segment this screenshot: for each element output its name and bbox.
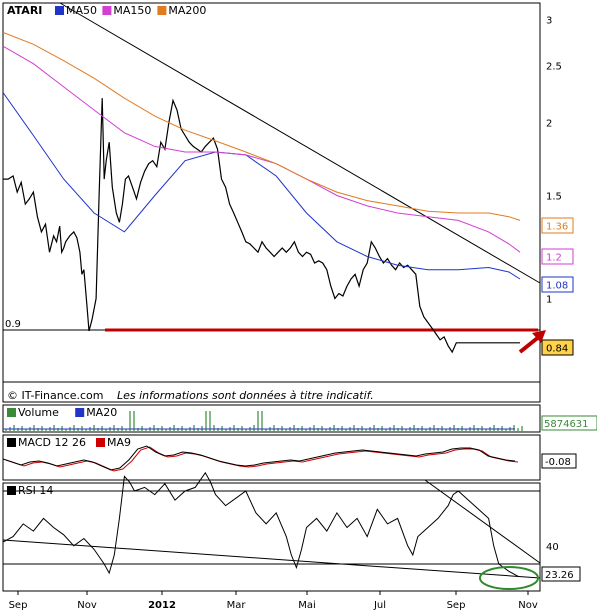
- macd-panel-frame: [2, 434, 541, 481]
- rsi-y-ticks: 40: [546, 542, 559, 553]
- legend-label-macd-12-26: MACD 12 26: [18, 436, 86, 449]
- price-y-tick: 3: [546, 15, 552, 26]
- resistance-trendline: [59, 2, 541, 284]
- macd-lines: [2, 445, 519, 472]
- volume-panel: Volume MA20 5874631: [2, 404, 597, 433]
- macd-last-value-label: -0.08: [545, 457, 571, 468]
- legend-swatch-ma150: [102, 6, 112, 15]
- legend-swatch-volume: [7, 408, 16, 417]
- footer-copyright: © IT-Finance.com: [7, 389, 104, 402]
- rsi-series-group: [2, 471, 520, 578]
- footer-disclaimer: Les informations sont données à titre in…: [117, 389, 374, 402]
- volume-last-value-box: [541, 415, 597, 431]
- last-value-box: [541, 217, 574, 234]
- legend-swatch-ma200: [157, 6, 167, 15]
- last-value-label: 1.36: [546, 222, 568, 233]
- x-tick-label: Jul: [373, 600, 386, 611]
- rsi-y-tick: 40: [546, 542, 559, 553]
- rsi-line: [2, 471, 520, 578]
- x-tick-label: Nov: [518, 600, 538, 611]
- rsi-panel: RSI 14 40 23.26: [2, 471, 581, 592]
- legend-swatch-ma20: [75, 408, 85, 417]
- x-tick-label: Mai: [298, 600, 316, 611]
- rsi-highlight-ellipse: [479, 566, 539, 590]
- price-y-tick: 1.5: [546, 192, 562, 203]
- x-tick-label: Nov: [77, 600, 97, 611]
- rsi-last-value-box: [541, 566, 581, 582]
- legend-swatch-macd-12-26: [7, 438, 16, 447]
- rsi-trendline-top: [424, 479, 541, 564]
- price-legend-title: ATARI: [7, 4, 42, 17]
- x-axis: Sep Nov 2012 Mar Mai Jul Sep Nov: [9, 591, 538, 611]
- rsi-last-value-label: 23.26: [545, 570, 574, 581]
- series-line-ma200: [2, 31, 521, 221]
- legend-label-ma200: MA200: [168, 4, 206, 17]
- legend-label-ma150: MA150: [113, 4, 151, 17]
- last-value-label: 0.84: [546, 344, 568, 355]
- price-panel: 3 2.5 2 1.5 1 1.36 1.2 1.08 0.84 ATARI MA50 MA150…: [2, 2, 574, 403]
- last-value-label: 1.08: [546, 281, 568, 292]
- series-line-price: [3, 98, 520, 354]
- last-value-box: [541, 276, 574, 293]
- volume-last-value: 5874631: [541, 415, 597, 431]
- macd-panel: MACD 12 26 MA9 -0.08: [2, 434, 577, 481]
- price-legend: ATARI MA50 MA150 MA200: [7, 4, 206, 17]
- rsi-trendline-bottom: [2, 539, 541, 579]
- trendline-group: [59, 2, 541, 284]
- legend-label-volume: Volume: [18, 406, 59, 419]
- legend-label-rsi: RSI 14: [18, 484, 53, 497]
- legend-swatch-rsi: [7, 486, 16, 495]
- macd-last-value-box: [541, 453, 577, 469]
- last-value-label: 1.2: [546, 253, 562, 264]
- legend-label-ma50: MA50: [66, 4, 97, 17]
- legend-label-ma20: MA20: [86, 406, 117, 419]
- macd-last-value: -0.08: [541, 453, 577, 469]
- legend-swatch-ma9: [96, 438, 105, 447]
- x-tick-label: Mar: [227, 600, 247, 611]
- volume-panel-frame: [2, 404, 541, 433]
- price-y-tick: 2.5: [546, 62, 562, 73]
- volume-legend: Volume MA20: [7, 406, 117, 419]
- red-arrow-icon: [518, 330, 546, 354]
- x-tick-label: 2012: [148, 600, 176, 611]
- series-line-ma50: [2, 92, 521, 280]
- price-panel-frame: [2, 2, 541, 403]
- legend-label-ma9: MA9: [107, 436, 131, 449]
- legend-swatch-ma50: [55, 6, 64, 15]
- rsi-last-value: 23.26: [541, 566, 581, 582]
- rsi-panel-frame: [2, 482, 541, 592]
- volume-last-value-label: 5874631: [544, 419, 589, 430]
- price-series-group: [2, 31, 521, 354]
- macd-line: [2, 445, 516, 471]
- price-y-tick: 2: [546, 118, 552, 129]
- price-y-tick: 1: [546, 295, 552, 306]
- volume-bars: [3, 411, 523, 431]
- price-y-ticks: 3 2.5 2 1.5 1: [546, 15, 562, 305]
- macd-legend: MACD 12 26 MA9: [7, 436, 131, 449]
- x-tick-label: Sep: [9, 600, 28, 611]
- last-value-box: [541, 248, 574, 265]
- x-tick-label: Sep: [447, 600, 466, 611]
- price-support-label: 0.9: [5, 319, 21, 330]
- rsi-legend: RSI 14: [7, 484, 53, 497]
- last-value-box: [541, 339, 574, 356]
- price-last-values: 1.36 1.2 1.08 0.84: [541, 217, 574, 356]
